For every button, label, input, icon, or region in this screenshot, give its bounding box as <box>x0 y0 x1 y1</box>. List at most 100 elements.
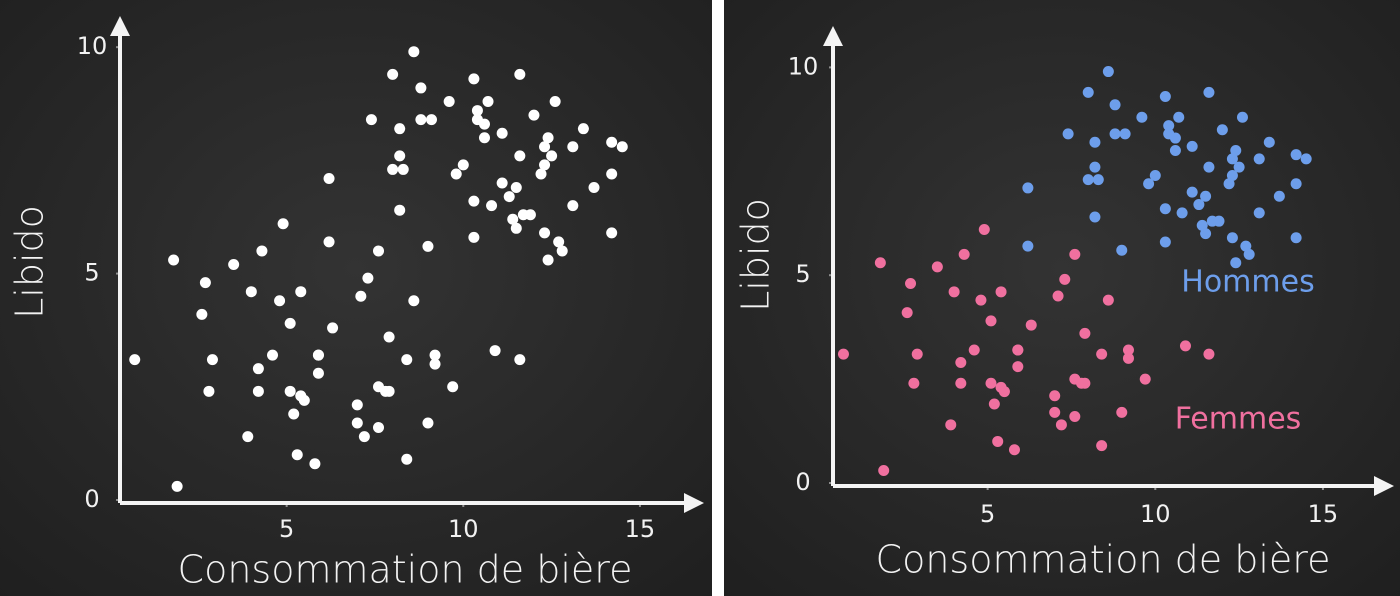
point <box>168 254 180 266</box>
point <box>985 315 997 327</box>
point <box>373 245 385 257</box>
point <box>486 200 498 212</box>
point <box>468 195 480 207</box>
point <box>1136 111 1148 123</box>
point <box>1069 411 1081 423</box>
point <box>1022 182 1034 194</box>
point <box>837 348 849 360</box>
point <box>1122 352 1134 364</box>
point <box>514 354 526 366</box>
point <box>482 96 494 108</box>
point <box>1049 406 1061 418</box>
point <box>471 114 483 126</box>
point <box>988 398 1000 410</box>
point <box>1089 161 1101 173</box>
point <box>1236 111 1248 123</box>
point <box>874 257 886 269</box>
point <box>539 141 551 153</box>
point <box>546 150 558 162</box>
point <box>1226 153 1238 165</box>
point <box>401 354 413 366</box>
point <box>1055 419 1067 431</box>
point <box>425 114 437 126</box>
point <box>288 408 300 420</box>
y-axis-label: Libido <box>8 205 52 319</box>
point <box>365 114 377 126</box>
point <box>1200 190 1212 202</box>
point <box>1096 348 1108 360</box>
point <box>567 141 579 153</box>
point <box>274 295 286 307</box>
point <box>955 377 967 389</box>
point <box>373 422 385 434</box>
point <box>242 431 254 443</box>
point <box>878 465 890 477</box>
point <box>995 286 1007 298</box>
point <box>514 150 526 162</box>
point <box>468 231 480 243</box>
point <box>1226 232 1238 244</box>
point <box>931 261 943 273</box>
point <box>524 209 536 221</box>
x-tick-label: 5 <box>279 515 294 543</box>
point <box>129 354 141 366</box>
point <box>351 417 363 429</box>
point <box>1193 199 1205 211</box>
point <box>1163 128 1175 140</box>
point <box>1092 174 1104 186</box>
point <box>1203 161 1215 173</box>
point <box>1049 390 1061 402</box>
x-tick-label: 15 <box>625 515 656 543</box>
point <box>323 236 335 248</box>
point <box>1290 232 1302 244</box>
point <box>312 367 324 379</box>
point <box>542 254 554 266</box>
point <box>206 354 218 366</box>
point <box>478 132 490 144</box>
series-label: Hommes <box>1181 265 1314 300</box>
point <box>1159 236 1171 248</box>
point <box>203 385 215 397</box>
point <box>985 377 997 389</box>
point <box>1253 207 1265 219</box>
point <box>199 277 211 289</box>
y-axis-label: Libido <box>734 198 778 312</box>
point <box>1233 161 1245 173</box>
point <box>457 159 469 171</box>
point <box>408 46 420 58</box>
point <box>1139 373 1151 385</box>
point <box>1203 348 1215 360</box>
series-label: Femmes <box>1175 402 1302 437</box>
point <box>422 240 434 252</box>
point <box>998 386 1010 398</box>
point <box>1223 178 1235 190</box>
point <box>245 286 257 298</box>
point <box>528 109 540 121</box>
point <box>1096 440 1108 452</box>
point <box>1149 169 1161 181</box>
point <box>408 295 420 307</box>
point <box>429 349 441 361</box>
point <box>1022 240 1034 252</box>
point <box>1159 203 1171 215</box>
point <box>1109 128 1121 140</box>
point <box>1109 99 1121 111</box>
point <box>228 259 240 271</box>
point <box>1159 90 1171 102</box>
point <box>1169 145 1181 157</box>
x-tick-label: 10 <box>448 515 479 543</box>
point <box>978 223 990 235</box>
point <box>992 435 1004 447</box>
point <box>1079 327 1091 339</box>
point <box>1069 248 1081 260</box>
y-tick-label: 5 <box>795 260 810 288</box>
point <box>1025 319 1037 331</box>
point <box>606 168 618 180</box>
point <box>1290 178 1302 190</box>
point <box>948 286 960 298</box>
point <box>277 218 289 230</box>
point <box>394 204 406 216</box>
point <box>1059 273 1071 285</box>
point <box>351 399 363 411</box>
